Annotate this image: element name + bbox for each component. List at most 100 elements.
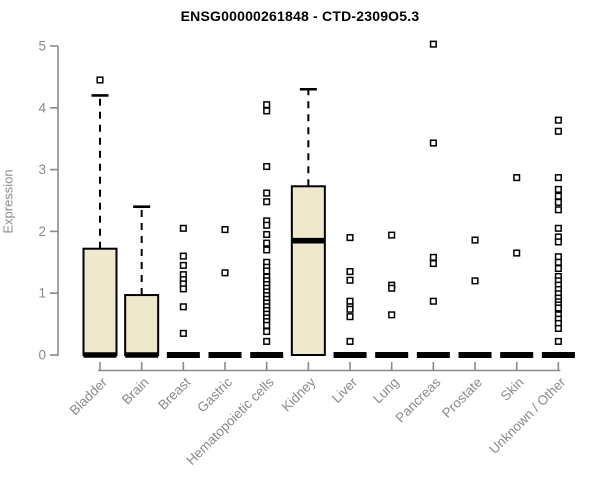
outlier-point (388, 231, 396, 239)
outlier-point (554, 174, 562, 182)
outlier-point (263, 327, 271, 336)
outlier-point (346, 268, 354, 276)
outlier-point (263, 267, 271, 275)
boxplot-unknown-other (541, 116, 575, 358)
zero-bar (208, 352, 242, 358)
boxplot-gastric (208, 225, 242, 358)
boxplot-brain (124, 205, 160, 358)
outlier-point (513, 249, 521, 257)
box (290, 185, 326, 356)
outlier-point (263, 230, 271, 239)
boxplot-bladder (82, 76, 118, 358)
y-axis-tick-label: 1 (38, 286, 46, 301)
outlier-point (554, 206, 562, 214)
outlier-point (429, 139, 437, 147)
zero-bar (458, 352, 492, 358)
outlier-point (263, 246, 271, 254)
outlier-point (179, 303, 187, 311)
x-axis-label-prostate: Prostate (439, 375, 485, 421)
outlier-point (263, 162, 271, 171)
outlier-point (554, 304, 562, 312)
outlier-point (429, 297, 437, 305)
zero-bar (250, 352, 284, 358)
boxplot-pancreas (416, 40, 450, 358)
boxplot-skin (500, 174, 534, 358)
outlier-point (263, 189, 271, 197)
outlier-point (263, 321, 271, 329)
outlier-point (554, 337, 562, 345)
outlier-point (179, 261, 187, 269)
outlier-point (179, 252, 187, 260)
outlier-point (221, 269, 229, 277)
outlier-point (263, 221, 271, 229)
zero-bar (416, 352, 450, 358)
outlier-point (554, 224, 562, 232)
zero-bar (375, 352, 409, 358)
outlier-point (179, 329, 187, 337)
y-axis-tick-label: 2 (38, 224, 46, 239)
outlier-point (554, 192, 562, 200)
outlier-point (263, 101, 271, 109)
outlier-point (554, 264, 562, 273)
x-axis-label-bladder: Bladder (67, 374, 111, 418)
boxplot-hematopoietic-cells (250, 101, 284, 358)
outlier-point (554, 258, 562, 266)
x-axis-label-breast: Breast (155, 374, 193, 412)
x-axis-label-lung: Lung (370, 375, 402, 407)
outlier-point (263, 107, 271, 115)
zero-bar (500, 352, 534, 358)
outlier-point (179, 224, 187, 232)
outlier-point (429, 259, 437, 268)
outlier-point (346, 305, 354, 313)
outlier-point (554, 185, 562, 193)
zero-bar (541, 352, 575, 358)
outlier-point (471, 236, 479, 244)
outlier-point (346, 337, 354, 345)
outlier-point (388, 311, 396, 319)
outlier-point (221, 225, 229, 234)
outlier-point (554, 198, 562, 206)
outlier-point (263, 198, 271, 206)
outlier-point (96, 76, 104, 84)
x-axis-label-liver: Liver (329, 374, 361, 406)
outlier-point (554, 127, 562, 135)
outlier-point (554, 324, 562, 332)
x-axis-label-pancreas: Pancreas (393, 374, 444, 425)
outlier-point (346, 276, 354, 284)
x-axis-label-skin: Skin (498, 375, 527, 404)
y-axis-tick-label: 3 (38, 162, 46, 177)
y-axis-tick-label: 4 (38, 100, 46, 115)
outlier-point (346, 234, 354, 242)
x-axis-label-gastric: Gastric (194, 374, 235, 415)
outlier-point (346, 313, 354, 321)
outlier-point (179, 285, 187, 293)
outlier-point (554, 253, 562, 261)
outlier-point (513, 174, 521, 182)
box (82, 247, 118, 356)
outlier-point (429, 40, 437, 48)
x-axis-label-unknown-other: Unknown / Other (486, 374, 569, 457)
boxplot-breast (166, 224, 200, 358)
x-axis-label-brain: Brain (119, 375, 152, 408)
outlier-point (554, 116, 562, 124)
outlier-point (263, 337, 271, 345)
y-axis: 0 1 2 3 4 5 (38, 39, 59, 363)
boxplot-prostate (458, 236, 492, 358)
zero-bar (166, 352, 200, 358)
chart-title: ENSG00000261848 - CTD-2309O5.3 (180, 8, 420, 24)
outlier-point (346, 297, 354, 305)
boxplot-kidney (290, 87, 326, 356)
y-axis-tick-label: 5 (38, 39, 46, 54)
outlier-point (554, 238, 562, 246)
outlier-point (388, 284, 396, 292)
outlier-point (429, 253, 437, 261)
outlier-point (471, 277, 479, 285)
boxplot-liver (333, 234, 367, 358)
x-axis-label-kidney: Kidney (279, 374, 319, 414)
boxplot-lung (375, 231, 409, 358)
y-axis-tick-label: 0 (38, 348, 46, 363)
outlier-point (263, 239, 271, 247)
